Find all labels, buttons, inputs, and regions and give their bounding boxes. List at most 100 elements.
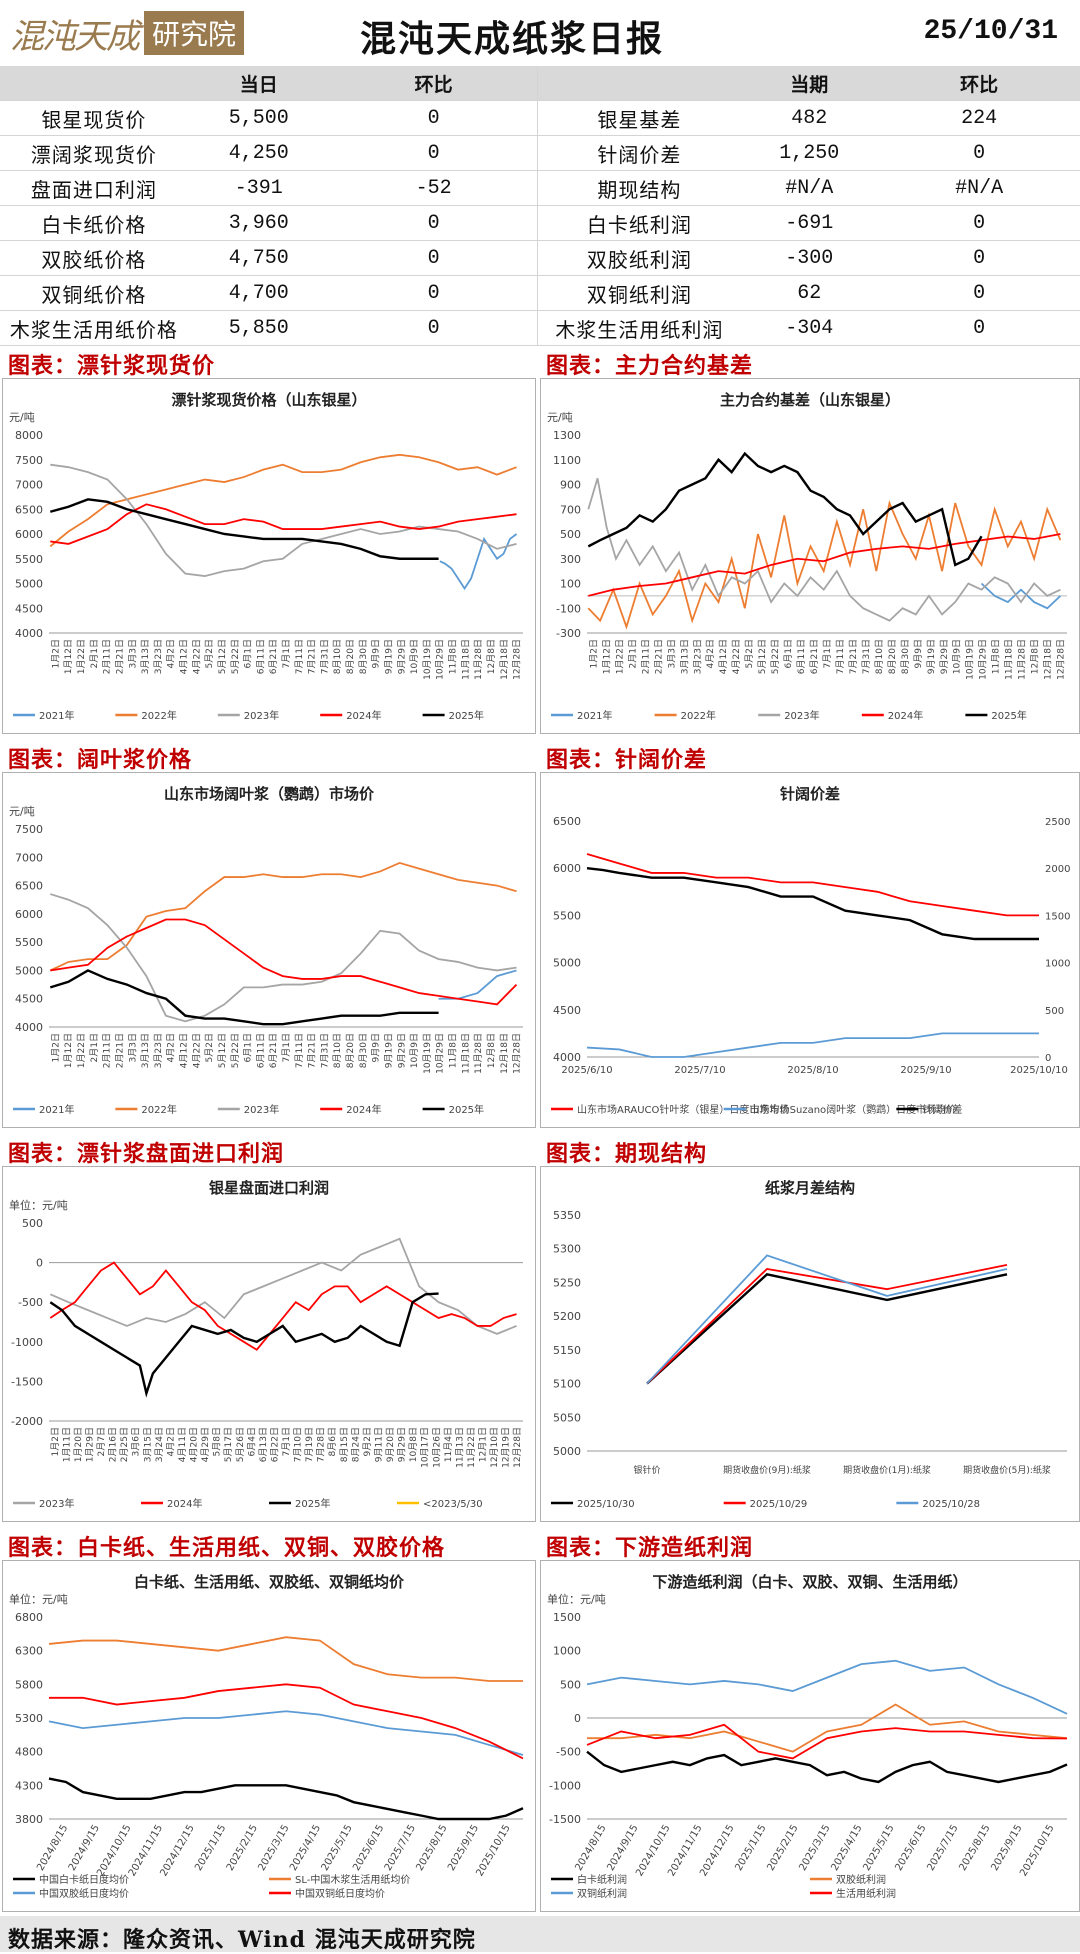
legend-label: 2021年 [577, 709, 612, 722]
x-tick-label: 6月1日 [243, 639, 254, 668]
x-tick-label: 5月22日 [770, 639, 781, 674]
y-tick-label: 4000 [553, 1051, 581, 1064]
legend-label: 山东市场ARAUCO针叶浆（银星）日度市场均价 [577, 1103, 789, 1116]
logo-text: 混沌天成 [10, 16, 140, 57]
legend-label: 2025年 [991, 709, 1026, 722]
x-tick-label: 8月10日 [332, 639, 343, 674]
x-tick-label: 4月2日 [705, 639, 716, 668]
x-tick-label: 12月18日 [1043, 639, 1054, 680]
x-tick-label: 10月9日 [952, 639, 963, 674]
col-change: 环比 [329, 66, 539, 101]
logo-tag: 研究院 [144, 11, 245, 55]
legend-label: 2023年 [244, 709, 279, 722]
col-change-2: 环比 [878, 66, 1080, 101]
x-tick-label: 6月4日 [246, 1427, 257, 1456]
legend-label: 2022年 [681, 709, 716, 722]
legend-label: 双胶纸利润 [836, 1873, 886, 1886]
row-label: 银星现货价 [0, 100, 188, 136]
x-tick-label: 3月3日 [127, 1033, 138, 1062]
legend-label: 2024年 [888, 709, 923, 722]
x-tick-label: 8月10日 [874, 639, 885, 674]
chart-unit: 元/吨 [9, 411, 35, 424]
x-tick-label: 11月28日 [473, 1033, 484, 1074]
footer-bar: 数据来源：隆众资讯、Wind 混沌天成研究院 [0, 1916, 1080, 1953]
y-tick-label: 5800 [15, 1678, 43, 1691]
series-line [50, 893, 517, 1023]
x-tick-label: 6月11日 [255, 639, 266, 674]
x-tick-label: 7月21日 [307, 639, 318, 674]
row-label: 木浆生活用纸价格 [0, 310, 188, 346]
col-current: 当期 [740, 66, 879, 101]
x-tick-label: 7月31日 [861, 639, 872, 674]
x-tick-label: 7月19日 [304, 1427, 315, 1462]
series-line [980, 582, 1062, 610]
series-line [49, 1683, 524, 1760]
y-tick-label: 8000 [15, 429, 43, 442]
x-tick-label: 5月2日 [204, 1033, 215, 1062]
x-tick-label: 12月8日 [1030, 639, 1041, 674]
row-value: 482 [740, 100, 879, 136]
y-tick-label: 0 [574, 1712, 581, 1725]
x-tick-label: 2024/12/15 [698, 1823, 736, 1878]
x-tick-label: 1月2日 [50, 639, 61, 668]
series-line [50, 918, 518, 1006]
y-tick-label: 5000 [553, 1445, 581, 1458]
x-tick-label: 3月13日 [140, 639, 151, 674]
chart-unit: 元/吨 [9, 805, 35, 818]
row-change: 0 [329, 135, 539, 171]
legend-label: 双铜纸利润 [577, 1887, 627, 1900]
summary-row: 漂阔浆现货价 4,250 0 针阔价差 1,250 0 [0, 135, 1080, 171]
legend-label: 2025/10/29 [750, 1499, 808, 1510]
x-tick-label: 2025/6/10 [561, 1065, 612, 1076]
series-line [49, 1292, 439, 1398]
legend-label: 白卡纸利润 [577, 1873, 627, 1886]
x-tick-label: 6月21日 [268, 1033, 279, 1068]
x-tick-label: 2025/3/15 [797, 1823, 832, 1873]
row-value: 5,850 [187, 310, 330, 346]
row-change: 0 [329, 100, 539, 136]
legend-label: 中国白卡纸日度均价 [39, 1873, 129, 1886]
section-title-basis: 图表：主力合约基差 [546, 353, 754, 379]
company-logo: 混沌天成 研究院 [10, 10, 245, 57]
row-change: 0 [878, 275, 1080, 311]
x-tick-label: 2025/1/15 [733, 1823, 768, 1873]
row-value: -304 [740, 310, 879, 346]
x-tick-label: 2月25日 [119, 1427, 130, 1462]
x-tick-label: 期货收盘价(1月):纸浆 [843, 1464, 931, 1476]
x-tick-label: 10月29日 [435, 1033, 446, 1074]
row-label: 盘面进口利润 [0, 170, 188, 206]
y-tick-label: 1000 [553, 1645, 581, 1658]
x-tick-label: 8月20日 [887, 639, 898, 674]
x-tick-label: 2025/7/10 [674, 1065, 725, 1076]
x-tick-label: 1月22日 [76, 639, 87, 674]
x-tick-label: 8月20日 [345, 1033, 356, 1068]
y2-tick-label: 500 [1045, 1006, 1064, 1017]
y-tick-label: 5200 [553, 1310, 581, 1323]
x-tick-label: 5月12日 [757, 639, 768, 674]
y-tick-label: -1000 [11, 1336, 43, 1349]
x-tick-label: 2025/7/15 [383, 1823, 418, 1873]
x-tick-label: 9月9日 [371, 1033, 382, 1062]
series-line [646, 1273, 1008, 1385]
x-tick-label: 2025/1/15 [193, 1823, 228, 1873]
y-tick-label: 6000 [553, 862, 581, 875]
x-tick-label: 1月12日 [601, 639, 612, 674]
x-tick-label: 2024/9/15 [67, 1823, 102, 1873]
summary-header-row: 当日 环比 当期 环比 [0, 66, 1080, 101]
x-tick-label: 4月29日 [200, 1427, 211, 1462]
row-change: 0 [878, 135, 1080, 171]
x-tick-label: 10月19日 [422, 1033, 433, 1074]
x-tick-label: 4月22日 [191, 1033, 202, 1068]
x-tick-label: 2025/9/15 [446, 1823, 481, 1873]
row-value: 4,750 [187, 240, 330, 276]
series-line [49, 1237, 517, 1335]
x-tick-label: 11月18日 [1004, 639, 1015, 680]
x-tick-label: 1月22日 [614, 639, 625, 674]
y-tick-label: 5350 [553, 1209, 581, 1222]
x-tick-label: 3月13日 [140, 1033, 151, 1068]
y-tick-label: 6000 [15, 908, 43, 921]
x-tick-label: 9月29日 [396, 639, 407, 674]
series-line [49, 1261, 517, 1351]
